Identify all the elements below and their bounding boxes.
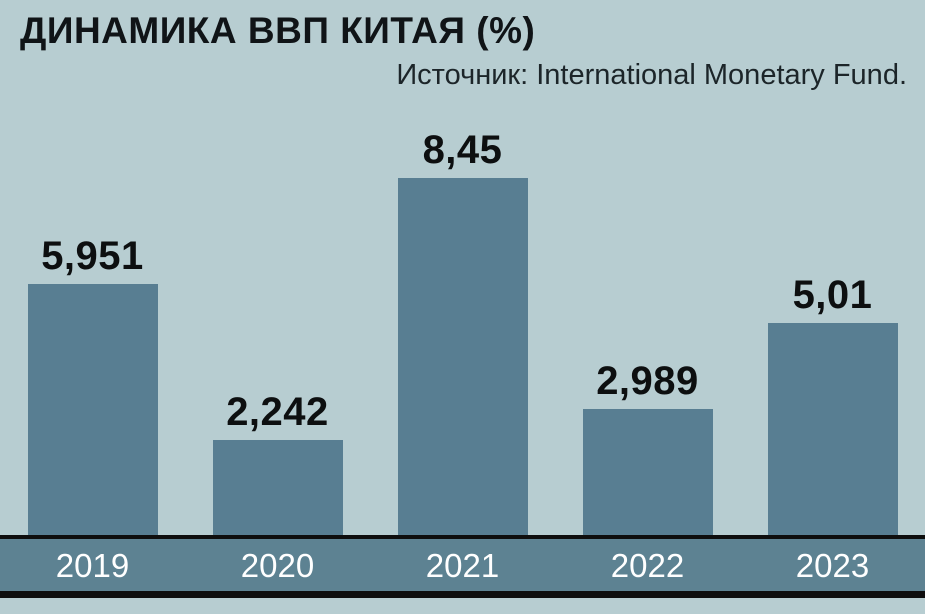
x-tick-2020: 2020	[240, 546, 315, 584]
bar-column-2022: 2,989	[555, 361, 740, 535]
x-tick-2019: 2019	[55, 546, 130, 584]
x-tick-2022: 2022	[610, 546, 685, 584]
chart-source: Источник: International Monetary Fund.	[396, 58, 907, 91]
x-tick-2023: 2023	[795, 546, 870, 584]
x-tick-2021: 2021	[425, 546, 500, 584]
bar-column-2019: 5,951	[0, 236, 185, 535]
bar-column-2021: 8,45	[370, 130, 555, 535]
bar-value-label-2020: 2,242	[226, 390, 329, 434]
bar-2019	[27, 284, 158, 535]
x-axis-band: 2019 2020 2021 2022 2023	[0, 535, 925, 598]
chart-title: ДИНАМИКА ВВП КИТАЯ (%)	[20, 10, 536, 51]
bar-value-label-2023: 5,01	[792, 273, 873, 317]
bar-value-label-2021: 8,45	[422, 128, 503, 172]
bar-2023	[767, 323, 898, 535]
bar-value-label-2019: 5,951	[41, 234, 144, 278]
bar-value-label-2022: 2,989	[596, 359, 699, 403]
bar-plot-area: 5,951 2,242 8,45 2,989 5,01	[0, 115, 925, 535]
bar-column-2020: 2,242	[185, 392, 370, 535]
bar-2021	[397, 178, 528, 535]
chart-header: ДИНАМИКА ВВП КИТАЯ (%) Источник: Interna…	[0, 0, 925, 105]
bar-column-2023: 5,01	[740, 275, 925, 535]
bar-2020	[212, 440, 343, 535]
bar-2022	[582, 409, 713, 535]
